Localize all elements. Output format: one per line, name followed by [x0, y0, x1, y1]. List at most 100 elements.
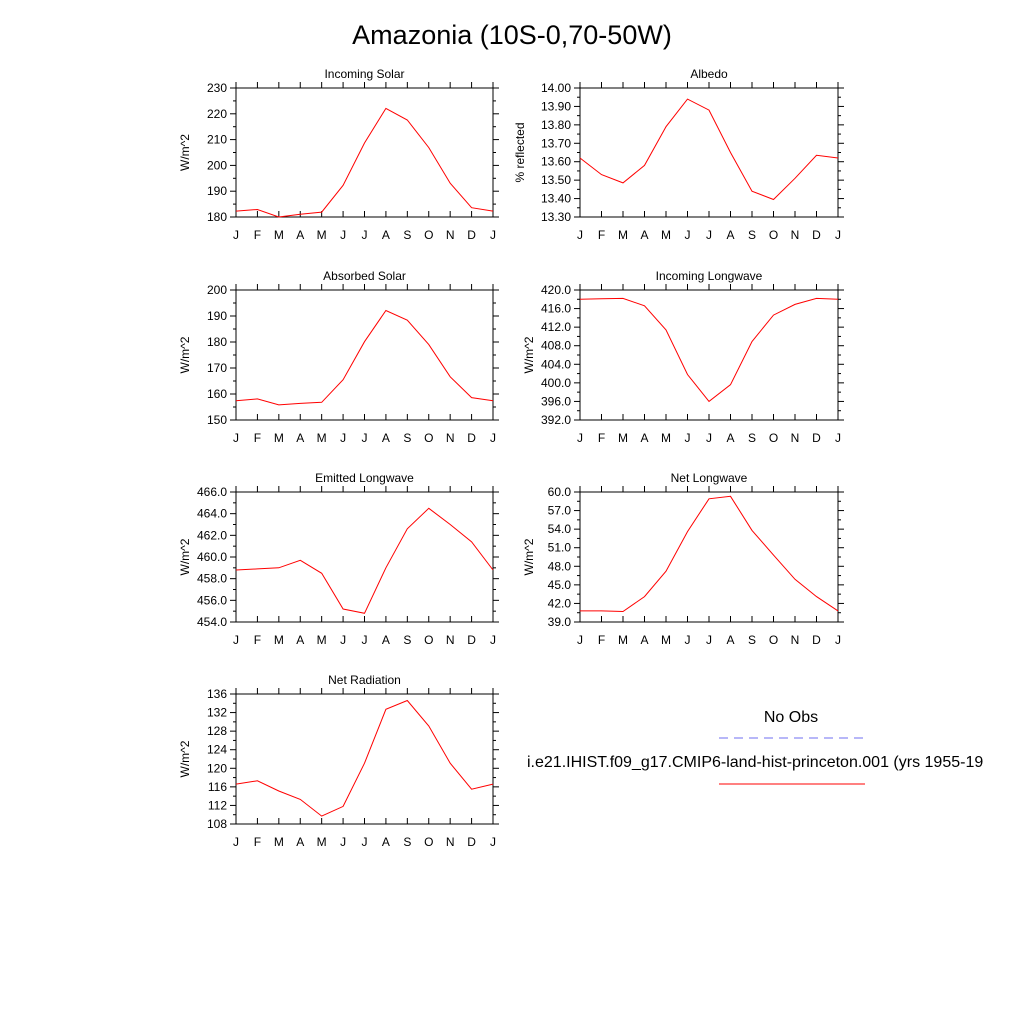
x-tick-label: D	[812, 431, 821, 445]
x-tick-label: M	[274, 633, 284, 647]
panel-6: J F M A M J J A S O N D J39.042.045.048.051.054.057.…	[522, 471, 844, 647]
y-tick-label: 124	[207, 743, 227, 757]
figure-title: Amazonia (10S-0,70-50W)	[352, 20, 672, 50]
y-tick-label: 42.0	[548, 596, 572, 610]
x-tick-label: J	[233, 633, 239, 647]
x-tick-label: M	[274, 431, 284, 445]
y-tick-label: 45.0	[548, 578, 572, 592]
legend: No Obs i.e21.IHIST.f09_g17.CMIP6-land-his…	[527, 709, 983, 785]
plot-frame	[235, 491, 494, 623]
x-tick-label: M	[274, 835, 284, 849]
x-tick-label: N	[791, 633, 800, 647]
y-tick-label: 454.0	[197, 615, 227, 629]
x-tick-label: S	[748, 431, 756, 445]
y-tick-label: 230	[207, 81, 227, 95]
x-tick-label: A	[382, 228, 390, 242]
y-tick-label: 464.0	[197, 507, 227, 521]
x-tick-label: S	[403, 633, 411, 647]
x-tick-label: J	[233, 835, 239, 849]
panel-title: Emitted Longwave	[315, 471, 414, 485]
x-tick-label: J	[706, 431, 712, 445]
x-tick-label: D	[467, 228, 476, 242]
x-tick-label: F	[254, 228, 261, 242]
y-tick-label: 420.0	[541, 283, 571, 297]
y-tick-label: 39.0	[548, 615, 572, 629]
y-tick-label: 13.30	[541, 210, 571, 224]
y-tick-label: 456.0	[197, 593, 227, 607]
panel-title: Albedo	[690, 67, 728, 81]
x-tick-label: A	[640, 431, 648, 445]
panel-title: Incoming Solar	[324, 67, 404, 81]
y-tick-label: 108	[207, 817, 227, 831]
x-tick-label: D	[467, 835, 476, 849]
x-tick-label: N	[791, 228, 800, 242]
y-tick-label: 460.0	[197, 550, 227, 564]
x-tick-label: M	[317, 633, 327, 647]
panel-1: J F M A M J J A S O N D J180190200210220230Incoming …	[178, 67, 499, 242]
x-tick-label: J	[685, 431, 691, 445]
y-tick-label: 396.0	[541, 394, 571, 408]
x-tick-label: M	[317, 431, 327, 445]
x-tick-label: J	[340, 835, 346, 849]
y-tick-label: 57.0	[548, 504, 572, 518]
x-tick-label: S	[403, 228, 411, 242]
x-tick-label: M	[661, 633, 671, 647]
y-tick-label: 180	[207, 210, 227, 224]
x-tick-label: J	[362, 633, 368, 647]
x-tick-label: A	[640, 633, 648, 647]
y-tick-label: 400.0	[541, 376, 571, 390]
x-tick-label: D	[467, 633, 476, 647]
x-tick-label: A	[296, 633, 304, 647]
panel-title: Incoming Longwave	[656, 269, 763, 283]
y-tick-label: 170	[207, 361, 227, 375]
y-axis-label: W/m^2	[178, 336, 192, 373]
x-tick-label: M	[317, 228, 327, 242]
y-tick-label: 13.90	[541, 99, 571, 113]
x-tick-label: D	[812, 228, 821, 242]
legend-obs-label: No Obs	[764, 709, 818, 726]
x-tick-label: F	[254, 835, 261, 849]
x-tick-label: F	[254, 633, 261, 647]
x-tick-label: O	[424, 633, 433, 647]
x-tick-label: M	[618, 228, 628, 242]
y-tick-label: 51.0	[548, 541, 572, 555]
x-tick-label: J	[490, 835, 496, 849]
series-line	[579, 98, 839, 201]
x-tick-label: J	[362, 835, 368, 849]
series-line	[235, 699, 494, 817]
x-tick-label: J	[577, 228, 583, 242]
x-tick-label: N	[791, 431, 800, 445]
x-tick-label: D	[467, 431, 476, 445]
x-tick-label: J	[490, 633, 496, 647]
y-axis-label: W/m^2	[178, 740, 192, 777]
panel-4: J F M A M J J A S O N D J392.0396.0400.0404.0408.041…	[522, 269, 844, 445]
panel-3: J F M A M J J A S O N D J150160170180190200Absorbed …	[178, 269, 499, 445]
panel-5: J F M A M J J A S O N D J454.0456.0458.0460.0462.046…	[178, 471, 499, 647]
legend-model-label: i.e21.IHIST.f09_g17.CMIP6-land-hist-prin…	[527, 754, 983, 771]
x-tick-label: J	[490, 431, 496, 445]
y-axis-label: % reflected	[513, 122, 527, 182]
x-tick-label: A	[726, 228, 734, 242]
x-tick-label: J	[362, 228, 368, 242]
series-line	[235, 309, 494, 406]
x-tick-label: S	[403, 835, 411, 849]
plot-frame	[579, 491, 839, 623]
y-tick-label: 200	[207, 158, 227, 172]
x-tick-label: M	[317, 835, 327, 849]
y-axis-label: W/m^2	[178, 134, 192, 171]
x-tick-label: F	[598, 431, 605, 445]
x-tick-label: J	[233, 228, 239, 242]
x-tick-label: O	[769, 431, 778, 445]
y-tick-label: 408.0	[541, 339, 571, 353]
x-tick-label: N	[446, 835, 455, 849]
y-tick-label: 190	[207, 309, 227, 323]
x-tick-label: O	[769, 633, 778, 647]
panel-title: Net Longwave	[671, 471, 748, 485]
y-tick-label: 466.0	[197, 485, 227, 499]
x-tick-label: J	[340, 228, 346, 242]
plot-frame	[235, 289, 494, 421]
y-tick-label: 132	[207, 706, 227, 720]
x-tick-label: O	[769, 228, 778, 242]
x-tick-label: N	[446, 228, 455, 242]
